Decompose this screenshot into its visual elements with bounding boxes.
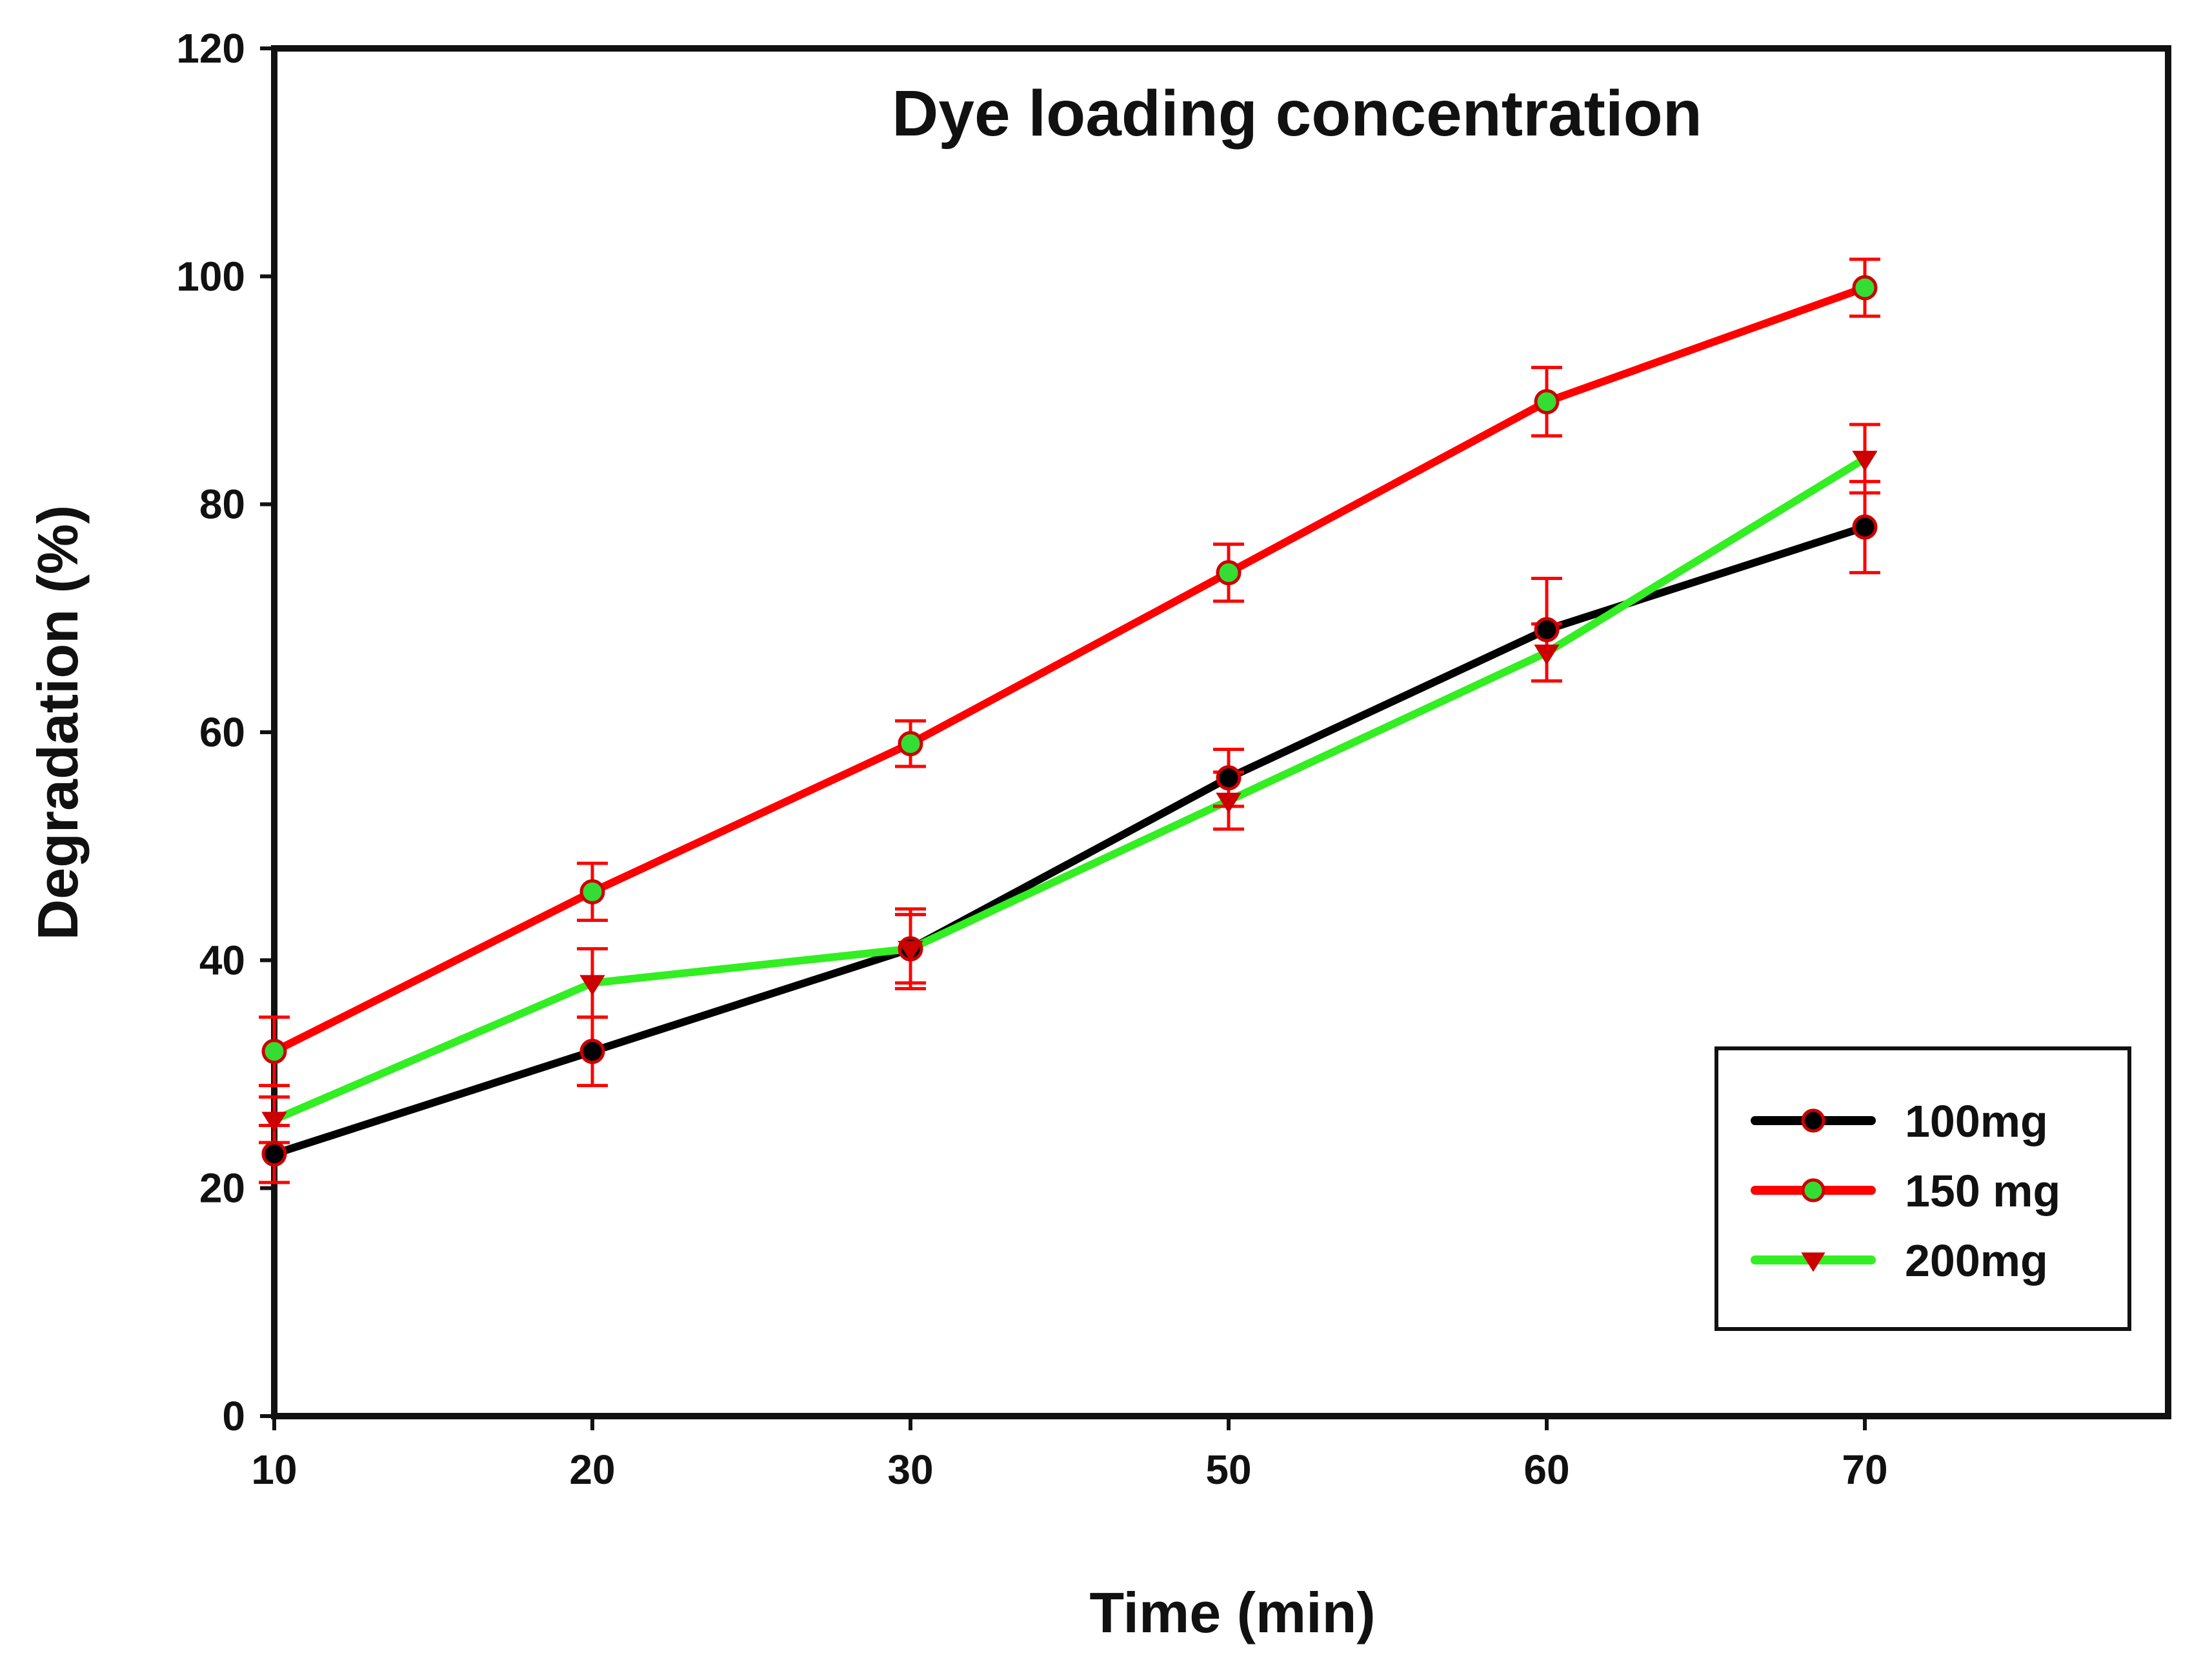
y-tick-label-120: 120 bbox=[176, 25, 245, 72]
legend-entry-100mg: 100mg bbox=[1751, 1096, 2048, 1146]
point-150mg-20 bbox=[579, 879, 605, 904]
point-200mg-70 bbox=[1852, 450, 1878, 472]
series-line-150mg bbox=[270, 284, 1869, 1055]
point-200mg-20 bbox=[579, 975, 605, 996]
legend-entry-150mg: 150 mg bbox=[1751, 1166, 2060, 1216]
x-tick-label-70: 70 bbox=[1842, 1446, 1887, 1493]
y-tick-label-60: 60 bbox=[199, 709, 245, 755]
point-100mg-20 bbox=[579, 1039, 605, 1064]
point-150mg-70 bbox=[1852, 275, 1878, 301]
legend-label: 150 mg bbox=[1905, 1166, 2060, 1216]
series-group bbox=[259, 257, 1880, 1184]
y-tick-label-40: 40 bbox=[199, 937, 245, 983]
y-axis-title: Degradation (%) bbox=[26, 505, 90, 941]
legend-swatch-marker bbox=[1801, 1108, 1825, 1133]
x-tick-label-50: 50 bbox=[1205, 1446, 1251, 1493]
point-100mg-60 bbox=[1534, 617, 1560, 643]
x-axis-title: Time (min) bbox=[1089, 1581, 1375, 1644]
y-tick-label-0: 0 bbox=[222, 1393, 245, 1439]
y-tick-label-80: 80 bbox=[199, 481, 245, 528]
point-200mg-60 bbox=[1534, 645, 1560, 665]
point-150mg-30 bbox=[898, 731, 923, 757]
legend: 100mg 150 mg 200mg bbox=[1714, 1046, 2131, 1331]
legend-label: 200mg bbox=[1905, 1235, 2048, 1286]
legend-label: 100mg bbox=[1905, 1096, 2048, 1146]
point-200mg-50 bbox=[1216, 792, 1242, 814]
point-100mg-10 bbox=[261, 1141, 287, 1167]
point-200mg-10 bbox=[261, 1112, 287, 1133]
x-tick-label-60: 60 bbox=[1523, 1446, 1569, 1493]
legend-swatch-marker bbox=[1801, 1252, 1825, 1272]
x-tick-label-20: 20 bbox=[569, 1446, 615, 1493]
legend-entry-200mg: 200mg bbox=[1751, 1235, 2048, 1286]
point-100mg-70 bbox=[1852, 514, 1878, 540]
point-100mg-50 bbox=[1216, 765, 1242, 791]
point-200mg-30 bbox=[898, 941, 923, 962]
series-line-200mg bbox=[270, 455, 1869, 1124]
legend-swatch-marker bbox=[1801, 1178, 1825, 1203]
axes-group: 0 20 40 60 80 100 120 10 20 30 50 60 70 bbox=[176, 25, 2171, 1493]
y-tick-label-100: 100 bbox=[176, 253, 245, 299]
y-tick-label-20: 20 bbox=[199, 1165, 245, 1212]
series-line-100mg bbox=[270, 523, 1869, 1158]
x-tick-label-10: 10 bbox=[251, 1446, 297, 1493]
point-150mg-60 bbox=[1534, 389, 1560, 415]
point-150mg-50 bbox=[1216, 560, 1242, 586]
point-150mg-10 bbox=[261, 1039, 287, 1064]
chart-title: Dye loading concentration bbox=[892, 77, 1702, 150]
x-tick-label-30: 30 bbox=[887, 1446, 933, 1493]
